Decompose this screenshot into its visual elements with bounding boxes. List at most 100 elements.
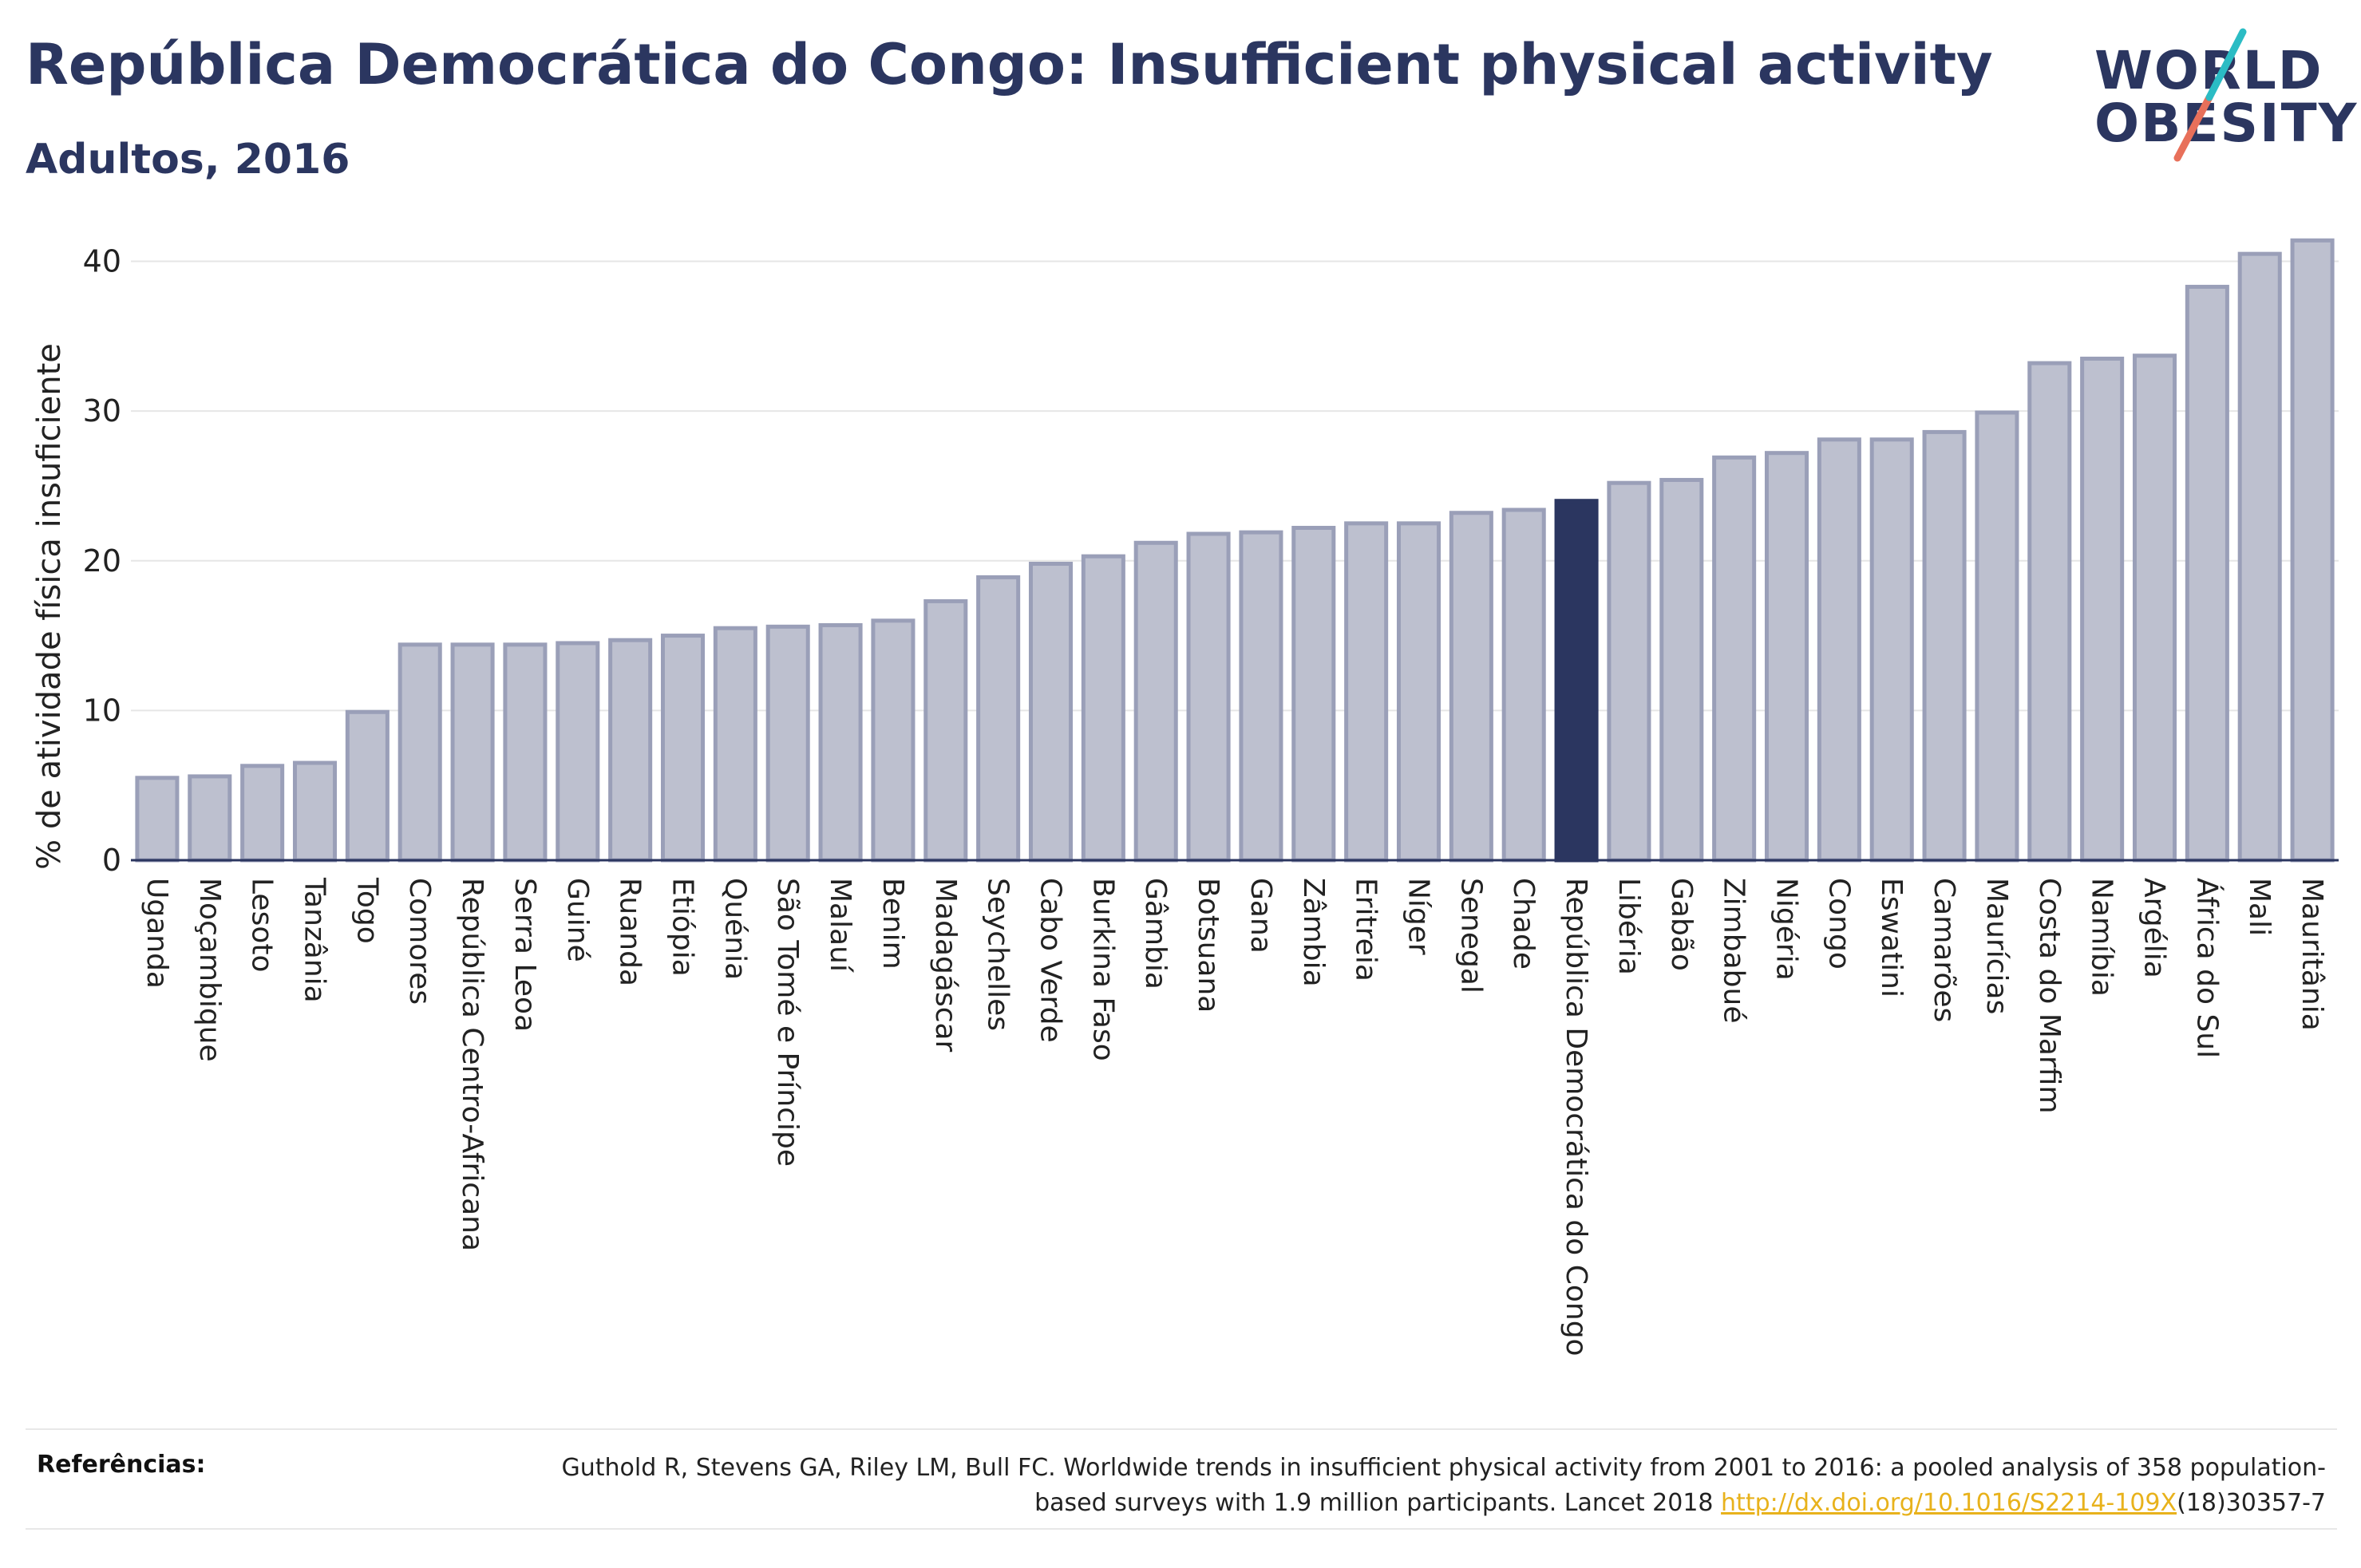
x-category-label: Chade — [1507, 878, 1540, 970]
bar — [2290, 238, 2335, 863]
y-axis-label: % de atividade física insuficiente — [31, 343, 68, 870]
bar — [1869, 437, 1914, 863]
references-text: Guthold R, Stevens GA, Riley LM, Bull FC… — [490, 1451, 2326, 1521]
references-label: Referências: — [37, 1451, 206, 1479]
x-category-label: Eswatini — [1875, 878, 1908, 997]
y-tick-label: 0 — [102, 843, 121, 878]
bar — [135, 776, 180, 863]
bar — [1239, 530, 1283, 863]
x-category-label: Maurícias — [1980, 878, 2013, 1014]
x-category-label: Eritreia — [1350, 878, 1382, 981]
x-category-label: Lesoto — [246, 878, 279, 973]
x-category-label: Togo — [350, 877, 383, 944]
bar — [397, 642, 442, 863]
bar — [2080, 356, 2125, 863]
bar — [188, 774, 232, 863]
logo-word-world: WORLD — [2094, 40, 2323, 101]
x-category-label: Moçambique — [193, 878, 226, 1062]
bar — [556, 641, 600, 863]
bar — [871, 618, 916, 863]
x-category-label: Namíbia — [2086, 878, 2118, 997]
x-category-label: Camarões — [1928, 878, 1960, 1022]
bar — [976, 575, 1021, 863]
bar — [660, 634, 706, 863]
reference-citation-suffix: (18)30357-7 — [2177, 1489, 2326, 1517]
bar — [1659, 477, 1704, 863]
bar — [1081, 554, 1125, 863]
bar — [240, 764, 285, 863]
bar — [765, 624, 810, 863]
footer-divider-bottom — [26, 1528, 2337, 1530]
x-category-label: República Centro-Africana — [456, 878, 488, 1251]
x-category-label: Argélia — [2138, 878, 2171, 978]
x-category-label: Mauritânia — [2296, 878, 2328, 1031]
bar — [1186, 531, 1231, 863]
x-category-label: República Democrática do Congo — [1560, 878, 1592, 1357]
bar — [1291, 525, 1336, 863]
logo-slash-icon — [2173, 28, 2247, 162]
bar — [2185, 284, 2229, 863]
bar — [292, 760, 338, 863]
x-category-label: Botsuana — [1192, 878, 1224, 1013]
bar — [1449, 511, 1493, 863]
bar-highlighted — [1554, 499, 1599, 863]
bar — [503, 642, 548, 863]
bar — [2132, 353, 2177, 863]
bar — [1712, 455, 1757, 863]
logo-word-obesity: OBESITY — [2094, 93, 2359, 154]
x-category-label: Zâmbia — [1297, 878, 1330, 987]
x-category-label: Costa do Marfim — [2033, 878, 2066, 1114]
x-category-label: Libéria — [1612, 878, 1645, 975]
x-category-label: Madagáscar — [929, 878, 962, 1053]
bars — [135, 238, 2335, 863]
x-category-label: Tanzânia — [299, 877, 331, 1003]
x-category-label: Cabo Verde — [1034, 878, 1067, 1043]
x-category-label: Guiné — [561, 878, 594, 962]
chart-title: República Democrática do Congo: Insuffic… — [26, 32, 1993, 97]
x-category-label: Comores — [403, 878, 436, 1005]
x-category-label: Nigéria — [1770, 878, 1803, 981]
bar — [1975, 410, 2019, 863]
reference-doi-link[interactable]: http://dx.doi.org/10.1016/S2214-109X — [1721, 1489, 2177, 1517]
world-obesity-logo: WORLD OBESITY — [2083, 24, 2356, 168]
x-category-label: Burkina Faso — [1086, 878, 1119, 1061]
x-category-label: Quénia — [718, 878, 751, 980]
x-category-label: Congo — [1822, 878, 1855, 970]
x-category-label: Senegal — [1454, 878, 1487, 993]
x-category-label: Benim — [876, 878, 909, 970]
bar — [2237, 251, 2282, 863]
y-tick-label: 10 — [83, 693, 121, 728]
y-tick-label: 20 — [83, 543, 121, 579]
bar — [1396, 521, 1442, 863]
x-category-label: São Tomé e Príncipe — [771, 878, 804, 1167]
bar — [1501, 508, 1546, 863]
bar — [345, 709, 390, 863]
x-axis-labels: Uganda Moçambique Lesoto Tanzânia Togo Comore… — [140, 877, 2328, 1357]
reference-citation: Guthold R, Stevens GA, Riley LM, Bull FC… — [561, 1454, 2326, 1517]
x-category-label: Zimbabué — [1718, 878, 1750, 1023]
bar — [1922, 429, 1967, 863]
x-category-label: Gâmbia — [1139, 878, 1172, 989]
x-category-label: Seychelles — [982, 878, 1014, 1031]
bar — [923, 598, 968, 863]
y-tick-label: 40 — [83, 244, 121, 279]
bar — [1607, 480, 1651, 863]
bar — [1133, 540, 1178, 863]
bar — [1028, 562, 1074, 863]
y-tick-label: 30 — [83, 393, 121, 429]
bar — [608, 638, 653, 863]
bar — [2027, 361, 2072, 863]
x-category-label: Gana — [1244, 878, 1277, 954]
x-category-label: Mali — [2243, 878, 2276, 936]
x-category-label: África do Sul — [2190, 878, 2224, 1058]
bar — [1817, 437, 1861, 863]
x-category-label: Etiópia — [666, 878, 699, 977]
x-category-label: Ruanda — [614, 878, 647, 986]
bar — [818, 622, 863, 863]
footer-divider-top — [26, 1428, 2337, 1430]
x-category-label: Serra Leoa — [508, 878, 541, 1032]
bar — [1344, 521, 1389, 863]
bar — [450, 642, 495, 863]
bar — [1764, 451, 1809, 863]
x-category-label: Malauí — [824, 878, 856, 973]
